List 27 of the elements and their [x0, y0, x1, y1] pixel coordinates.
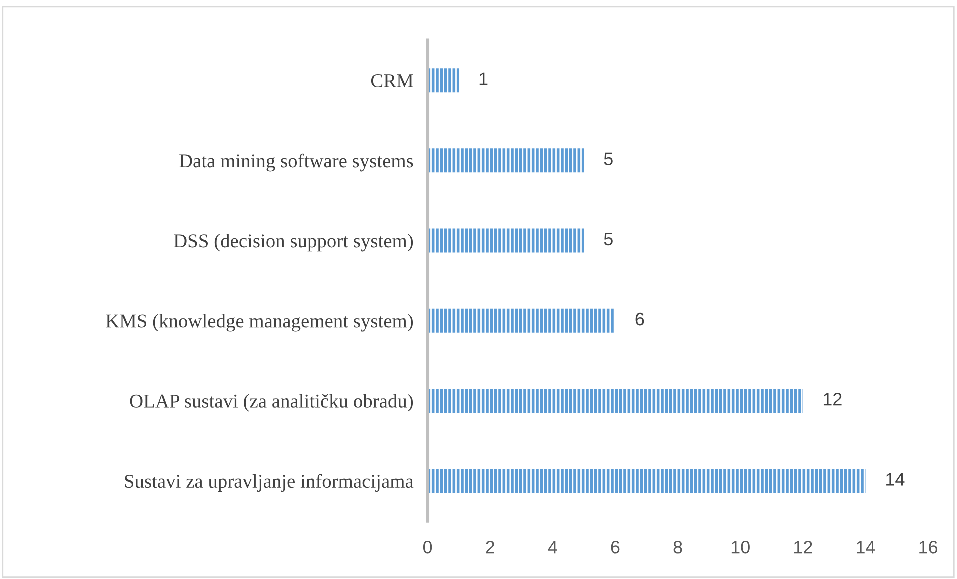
y-tick-label: OLAP sustavi (za analitičku obradu)	[130, 394, 414, 412]
data-label: 12	[824, 393, 842, 406]
x-tick-label: 16	[920, 541, 938, 554]
bar	[428, 148, 584, 173]
bar	[428, 388, 804, 413]
y-tick-label: Sustavi za upravljanje informacijama	[125, 474, 414, 492]
x-tick-label: 8	[674, 541, 682, 554]
x-tick-label: 10	[732, 541, 750, 554]
x-tick-label: 6	[611, 541, 620, 554]
x-tick-label: 2	[486, 541, 494, 554]
bar	[428, 308, 616, 333]
data-label: 1	[480, 72, 488, 86]
y-tick-label: Data mining software systems	[180, 154, 414, 172]
bar	[428, 228, 584, 253]
y-tick-label: KMS (knowledge management system)	[106, 314, 414, 332]
x-tick-label: 0	[423, 541, 432, 554]
data-label: 14	[886, 473, 905, 486]
y-tick-label: DSS (decision support system)	[174, 234, 414, 252]
x-tick-label: 4	[548, 541, 558, 554]
data-label: 5	[604, 233, 613, 246]
bar	[428, 68, 460, 93]
bar	[428, 469, 866, 494]
x-tick-label: 12	[794, 541, 812, 554]
data-label: 5	[604, 152, 613, 166]
y-tick-label: CRM	[371, 74, 414, 88]
x-tick-label: 14	[857, 541, 876, 554]
data-label: 6	[636, 312, 644, 326]
